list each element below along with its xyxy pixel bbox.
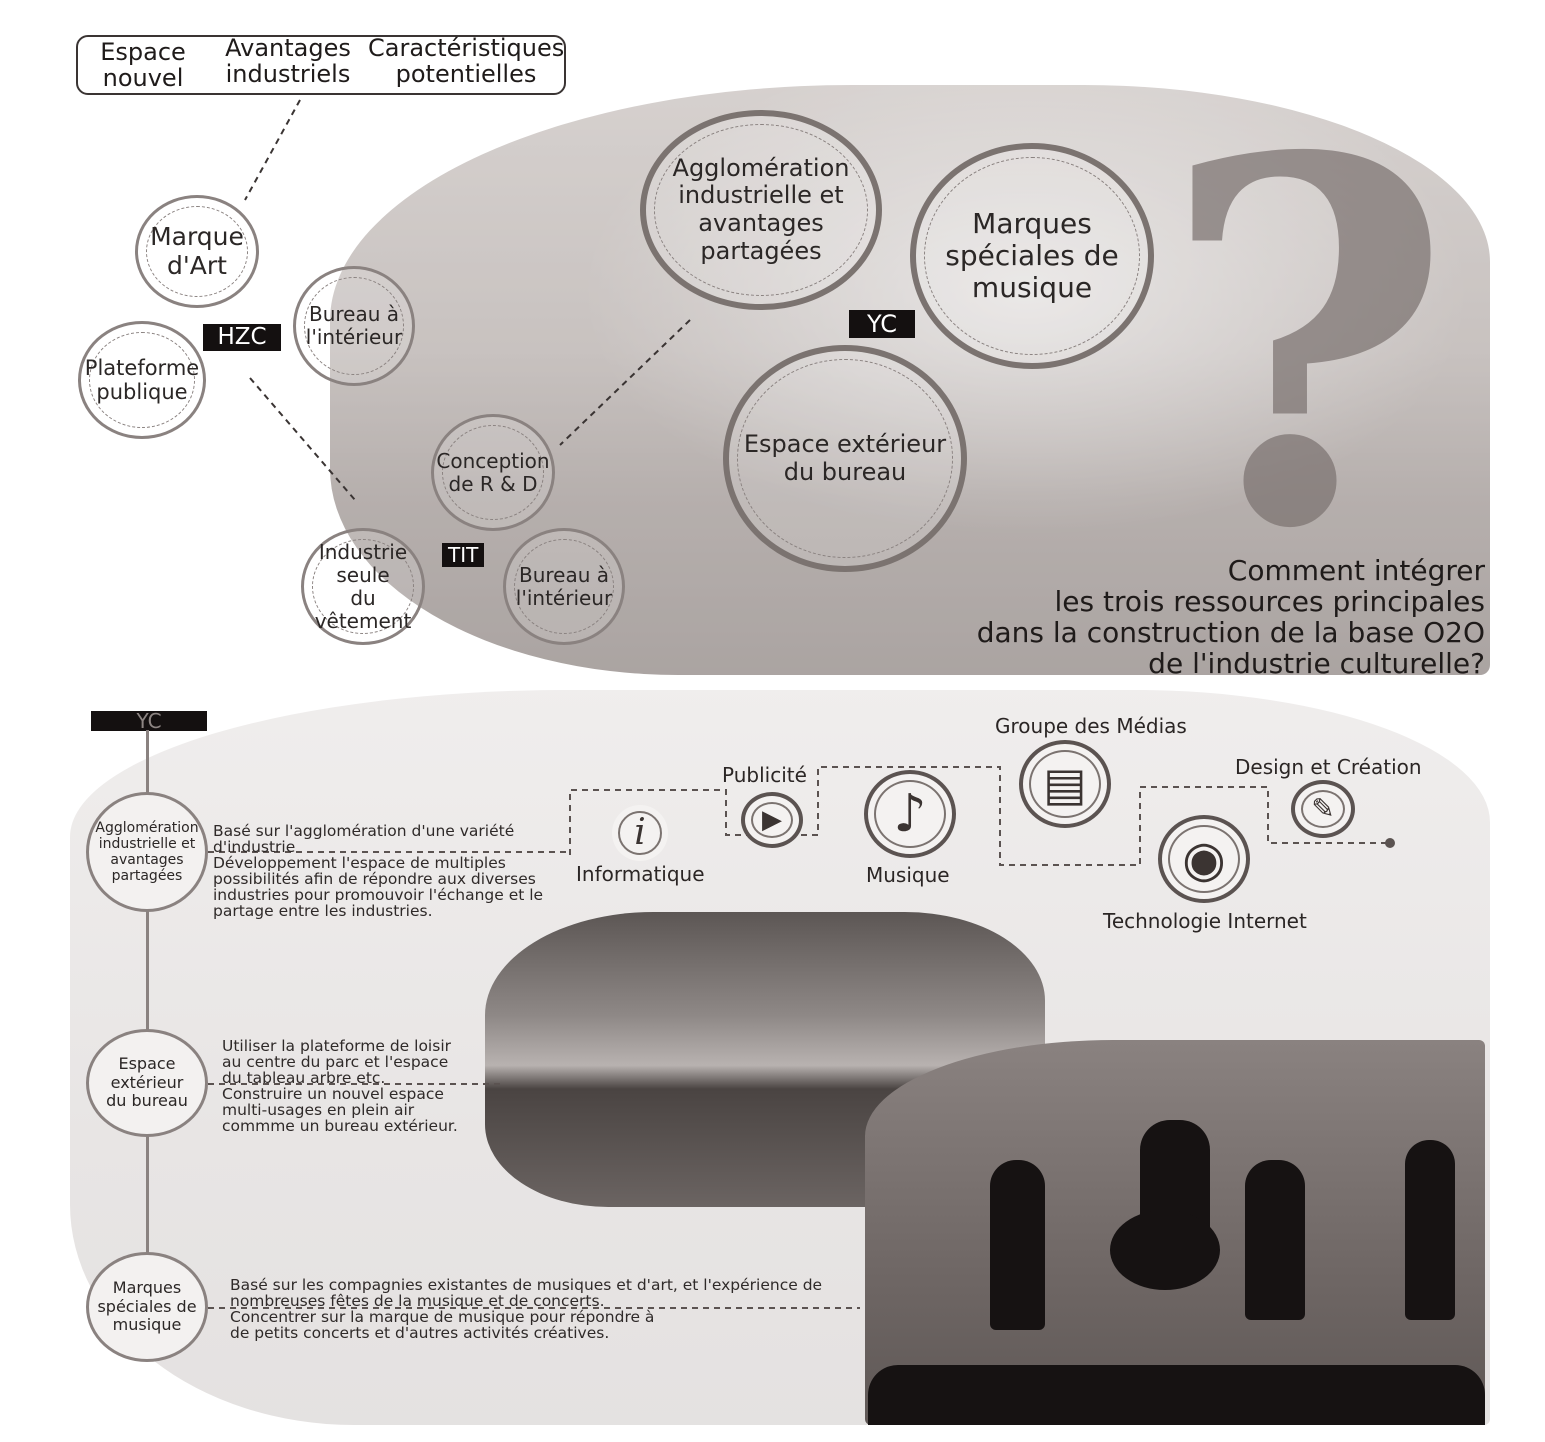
timeline-yc-bar: YC	[91, 711, 207, 731]
line-agglo-to-conception	[559, 319, 691, 446]
musician-silhouette	[990, 1160, 1045, 1330]
category-caracteristiques: Caractéristiques potentielles	[368, 34, 565, 89]
central-question: Comment intégrer les trois ressources pr…	[976, 554, 1485, 680]
label-design-creation: Design et Création	[1235, 755, 1422, 779]
crowd-silhouette	[868, 1365, 1485, 1425]
label-musique: Musique	[866, 863, 950, 887]
label-informatique: Informatique	[576, 862, 705, 886]
timeline-circle-marques-musique: Marques spéciales de musique	[86, 1252, 208, 1362]
newspaper-icon: ▤	[1019, 740, 1111, 828]
timeline-circle-espace-exterieur: Espace extérieur du bureau	[86, 1029, 208, 1137]
question-mark-graphic: ?	[1160, 51, 1453, 638]
line-box-to-marque	[244, 99, 301, 201]
tag-tit: TIT	[442, 543, 484, 567]
line-hzc-to-industrie	[249, 377, 356, 501]
drum-kit	[1110, 1210, 1220, 1290]
label-groupe-medias: Groupe des Médias	[995, 714, 1187, 738]
circle-industrie-vetement: Industrie seule du vêtement	[301, 528, 425, 645]
categories-box: Espace nouvel Avantages industriels Cara…	[76, 35, 566, 95]
design-icon: ✎	[1291, 780, 1355, 838]
tag-yc: YC	[849, 310, 915, 338]
timeline-desc-espace-exterieur: Utiliser la plateforme de loisir au cent…	[222, 1037, 458, 1135]
label-technologie-internet: Technologie Internet	[1103, 909, 1307, 933]
timeline-circle-agglomeration: Agglomération industrielle et avantages …	[86, 792, 208, 912]
play-icon: ▶	[741, 792, 803, 848]
category-espace-nouvel: Espace nouvel	[100, 38, 186, 93]
category-avantages-industriels: Avantages industriels	[225, 34, 351, 89]
label-publicite: Publicité	[722, 763, 807, 787]
music-note-icon: ♪	[864, 770, 956, 858]
timeline-desc-agglomeration: Basé sur l'agglomération d'une variété d…	[213, 822, 544, 920]
circle-bureau-interieur-1: Bureau à l'intérieur	[293, 266, 415, 386]
timeline-desc-marques-musique: Basé sur les compagnies existantes de mu…	[230, 1276, 823, 1342]
circle-plateforme-publique: Plateforme publique	[78, 321, 206, 439]
circle-bureau-interieur-2: Bureau à l'intérieur	[503, 528, 625, 645]
globe-icon: ◉	[1158, 815, 1250, 903]
media-dashed-path	[569, 766, 1390, 866]
info-icon: i	[612, 805, 668, 861]
tag-hzc: HZC	[203, 324, 281, 351]
circle-espace-exterieur: Espace extérieur du bureau	[723, 345, 967, 572]
circle-agglomeration: Agglomération industrielle et avantages …	[640, 110, 882, 310]
guitarist-silhouette	[1245, 1160, 1305, 1320]
circle-marque-art: Marque d'Art	[135, 195, 259, 308]
singer-silhouette	[1405, 1140, 1455, 1320]
circle-marques-musique: Marques spéciales de musique	[910, 143, 1154, 369]
circle-conception-rd: Conception de R & D	[431, 414, 555, 531]
